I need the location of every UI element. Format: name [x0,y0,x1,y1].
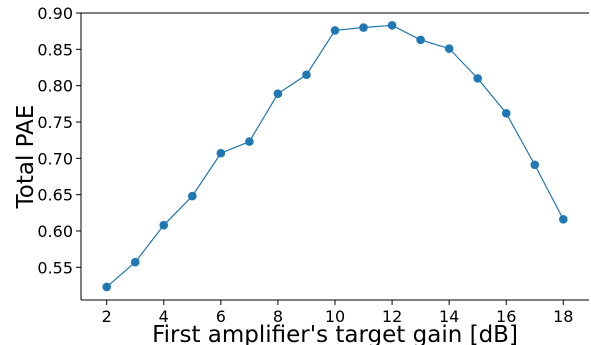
data-point [330,26,340,35]
x-tick-label: 12 [382,307,402,326]
x-tick-label: 4 [159,307,169,326]
data-point [359,23,368,32]
data-point [444,44,454,53]
y-tick-label: 0.55 [37,258,73,277]
series-line [106,24,564,288]
x-ticks: 2 4 6 8 10 12 14 16 18 [102,300,573,326]
data-point [387,21,397,30]
y-tick-label: 0.85 [37,40,73,59]
data-point [188,191,197,201]
data-point [501,108,511,118]
data-point [245,137,254,146]
data-point [530,160,540,170]
y-tick-label: 0.70 [37,149,73,168]
data-point [159,220,169,230]
y-ticks: 0.55 0.60 0.65 0.70 0.75 0.80 0.85 0.90 [37,4,81,277]
series-group [102,21,568,292]
x-tick-label: 10 [325,307,345,326]
x-tick-label: 2 [102,307,112,326]
data-point [559,215,568,224]
data-point [302,70,311,80]
data-point [416,35,425,45]
y-axis-label: Total PAE [13,105,39,210]
x-tick-label: 18 [553,307,573,326]
y-tick-label: 0.65 [37,186,73,205]
y-tick-label: 0.75 [37,113,73,132]
y-tick-label: 0.80 [37,77,73,96]
data-point [102,282,111,292]
x-tick-label: 16 [496,307,516,326]
data-point [216,148,226,158]
y-tick-label: 0.60 [37,222,73,241]
y-tick-label: 0.90 [37,4,73,23]
x-tick-label: 8 [273,307,283,326]
data-point [473,74,482,83]
x-tick-label: 14 [439,307,459,326]
plot-area [80,12,589,301]
data-point [273,89,283,98]
x-axis-label: First amplifier's target gain [dB] [152,322,518,345]
x-tick-label: 6 [216,307,226,326]
data-point [130,257,140,267]
